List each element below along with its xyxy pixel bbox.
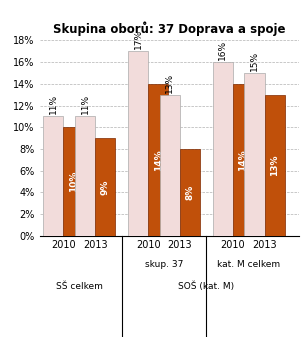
Text: 9%: 9% — [101, 179, 110, 195]
Text: kat. M celkem: kat. M celkem — [217, 260, 280, 269]
Text: 17%: 17% — [134, 29, 142, 49]
Text: 10%: 10% — [69, 171, 78, 192]
Bar — [63, 127, 84, 236]
Bar — [160, 95, 180, 236]
Bar — [148, 84, 168, 236]
Text: 11%: 11% — [49, 94, 58, 114]
Bar — [95, 138, 115, 236]
Bar — [180, 149, 200, 236]
Text: 11%: 11% — [81, 94, 90, 114]
Text: 15%: 15% — [250, 51, 259, 71]
Bar — [43, 117, 63, 236]
Text: skup. 37: skup. 37 — [145, 260, 183, 269]
Bar — [213, 62, 233, 236]
Bar — [244, 73, 264, 236]
Bar — [75, 117, 95, 236]
Text: SŠ celkem: SŠ celkem — [56, 281, 103, 290]
Bar — [128, 51, 148, 236]
Text: 13%: 13% — [165, 72, 174, 93]
Text: 13%: 13% — [270, 155, 279, 176]
Text: SOŠ (kat. M): SOŠ (kat. M) — [178, 281, 234, 291]
Text: 14%: 14% — [154, 149, 163, 171]
Text: 16%: 16% — [218, 40, 227, 60]
Bar — [233, 84, 253, 236]
Title: Skupina oborů: 37 Doprava a spoje: Skupina oborů: 37 Doprava a spoje — [53, 22, 285, 36]
Bar — [264, 95, 285, 236]
Text: 8%: 8% — [185, 185, 194, 200]
Text: 14%: 14% — [238, 149, 247, 171]
